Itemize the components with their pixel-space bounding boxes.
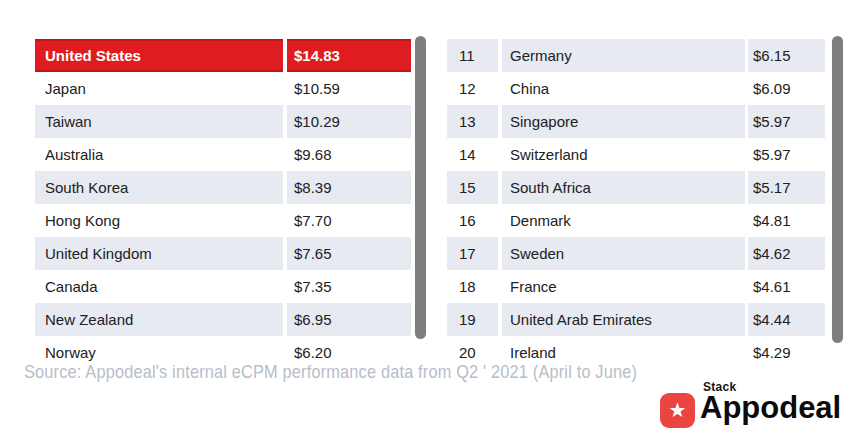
rank-cell: 13 xyxy=(447,105,498,138)
table-row: Taiwan $10.29 xyxy=(35,105,411,138)
value-cell: $6.09 xyxy=(748,72,825,105)
value-cell: $5.97 xyxy=(748,105,825,138)
appodeal-logo-mark: ★ xyxy=(660,393,695,428)
ecpm-table-11-20[interactable]: 11 Germany $6.15 12 China $6.09 13 Singa… xyxy=(447,39,825,362)
value-cell: $10.59 xyxy=(287,72,411,105)
rank-cell: 11 xyxy=(447,39,498,72)
value-cell: $6.20 xyxy=(287,336,411,362)
country-cell: Ireland xyxy=(502,336,745,362)
value-cell: $8.39 xyxy=(287,171,411,204)
country-cell: New Zealand xyxy=(35,303,283,336)
country-cell: Japan xyxy=(35,72,283,105)
value-cell: $7.35 xyxy=(287,270,411,303)
country-cell: China xyxy=(502,72,745,105)
brand-name: Appodeal xyxy=(700,391,841,425)
table-row: 20 Ireland $4.29 xyxy=(447,336,825,362)
rank-cell: 16 xyxy=(447,204,498,237)
rank-cell: 17 xyxy=(447,237,498,270)
value-cell: $5.17 xyxy=(748,171,825,204)
table-row: 12 China $6.09 xyxy=(447,72,825,105)
table-row: 11 Germany $6.15 xyxy=(447,39,825,72)
table-row: South Korea $8.39 xyxy=(35,171,411,204)
ecpm-infographic: United States $14.83 Japan $10.59 Taiwan… xyxy=(0,0,859,448)
rank-cell: 20 xyxy=(447,336,498,362)
value-cell: $6.95 xyxy=(287,303,411,336)
table-row: 17 Sweden $4.62 xyxy=(447,237,825,270)
table-row: Japan $10.59 xyxy=(35,72,411,105)
table-row: 18 France $4.61 xyxy=(447,270,825,303)
country-cell: France xyxy=(502,270,745,303)
country-cell: Sweden xyxy=(502,237,745,270)
table-row: 14 Switzerland $5.97 xyxy=(447,138,825,171)
source-note: Source: Appodeal's internal eCPM perform… xyxy=(24,361,637,383)
value-cell: $4.29 xyxy=(748,336,825,362)
country-cell: United Kingdom xyxy=(35,237,283,270)
country-cell: Australia xyxy=(35,138,283,171)
value-cell: $4.44 xyxy=(748,303,825,336)
value-cell: $4.61 xyxy=(748,270,825,303)
country-cell: South Africa xyxy=(502,171,745,204)
table-row: 15 South Africa $5.17 xyxy=(447,171,825,204)
table-row: Hong Kong $7.70 xyxy=(35,204,411,237)
value-cell: $7.65 xyxy=(287,237,411,270)
country-cell: Canada xyxy=(35,270,283,303)
country-cell: South Korea xyxy=(35,171,283,204)
rank-cell: 18 xyxy=(447,270,498,303)
rank-cell: 15 xyxy=(447,171,498,204)
value-cell: $9.68 xyxy=(287,138,411,171)
value-cell: $4.81 xyxy=(748,204,825,237)
rank-cell: 12 xyxy=(447,72,498,105)
country-cell: Singapore xyxy=(502,105,745,138)
value-cell: $7.70 xyxy=(287,204,411,237)
value-cell: $10.29 xyxy=(287,105,411,138)
scrollbar-thumb-left[interactable] xyxy=(415,36,426,339)
country-cell: Switzerland xyxy=(502,138,745,171)
table-row: New Zealand $6.95 xyxy=(35,303,411,336)
table-row: United States $14.83 xyxy=(35,39,411,72)
rank-cell: 19 xyxy=(447,303,498,336)
country-cell: Denmark xyxy=(502,204,745,237)
rank-cell: 14 xyxy=(447,138,498,171)
appodeal-logo: ★ Stack Appodeal xyxy=(660,380,859,432)
country-cell: Germany xyxy=(502,39,745,72)
table-row: 16 Denmark $4.81 xyxy=(447,204,825,237)
value-cell: $5.97 xyxy=(748,138,825,171)
country-cell: Taiwan xyxy=(35,105,283,138)
ecpm-table-top10[interactable]: United States $14.83 Japan $10.59 Taiwan… xyxy=(35,39,411,362)
value-cell: $4.62 xyxy=(748,237,825,270)
star-icon: ★ xyxy=(669,400,687,420)
value-cell: $14.83 xyxy=(287,39,411,72)
country-cell: United Arab Emirates xyxy=(502,303,745,336)
table-row: Canada $7.35 xyxy=(35,270,411,303)
country-cell: United States xyxy=(35,39,283,72)
table-row: 19 United Arab Emirates $4.44 xyxy=(447,303,825,336)
value-cell: $6.15 xyxy=(748,39,825,72)
table-row: 13 Singapore $5.97 xyxy=(447,105,825,138)
table-row: Norway $6.20 xyxy=(35,336,411,362)
scrollbar-thumb-right[interactable] xyxy=(832,36,843,343)
country-cell: Hong Kong xyxy=(35,204,283,237)
table-row: Australia $9.68 xyxy=(35,138,411,171)
table-row: United Kingdom $7.65 xyxy=(35,237,411,270)
country-cell: Norway xyxy=(35,336,283,362)
